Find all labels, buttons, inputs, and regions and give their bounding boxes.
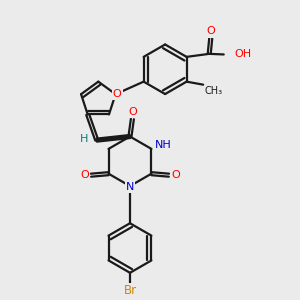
- Text: O: O: [128, 107, 137, 117]
- Text: OH: OH: [234, 50, 251, 59]
- Text: O: O: [206, 26, 215, 37]
- Text: O: O: [80, 170, 89, 180]
- Text: NH: NH: [154, 140, 171, 150]
- Text: H: H: [80, 134, 88, 144]
- Text: N: N: [126, 182, 134, 192]
- Text: Br: Br: [123, 284, 136, 297]
- Text: CH₃: CH₃: [205, 86, 223, 96]
- Text: O: O: [171, 170, 180, 180]
- Text: O: O: [113, 89, 122, 99]
